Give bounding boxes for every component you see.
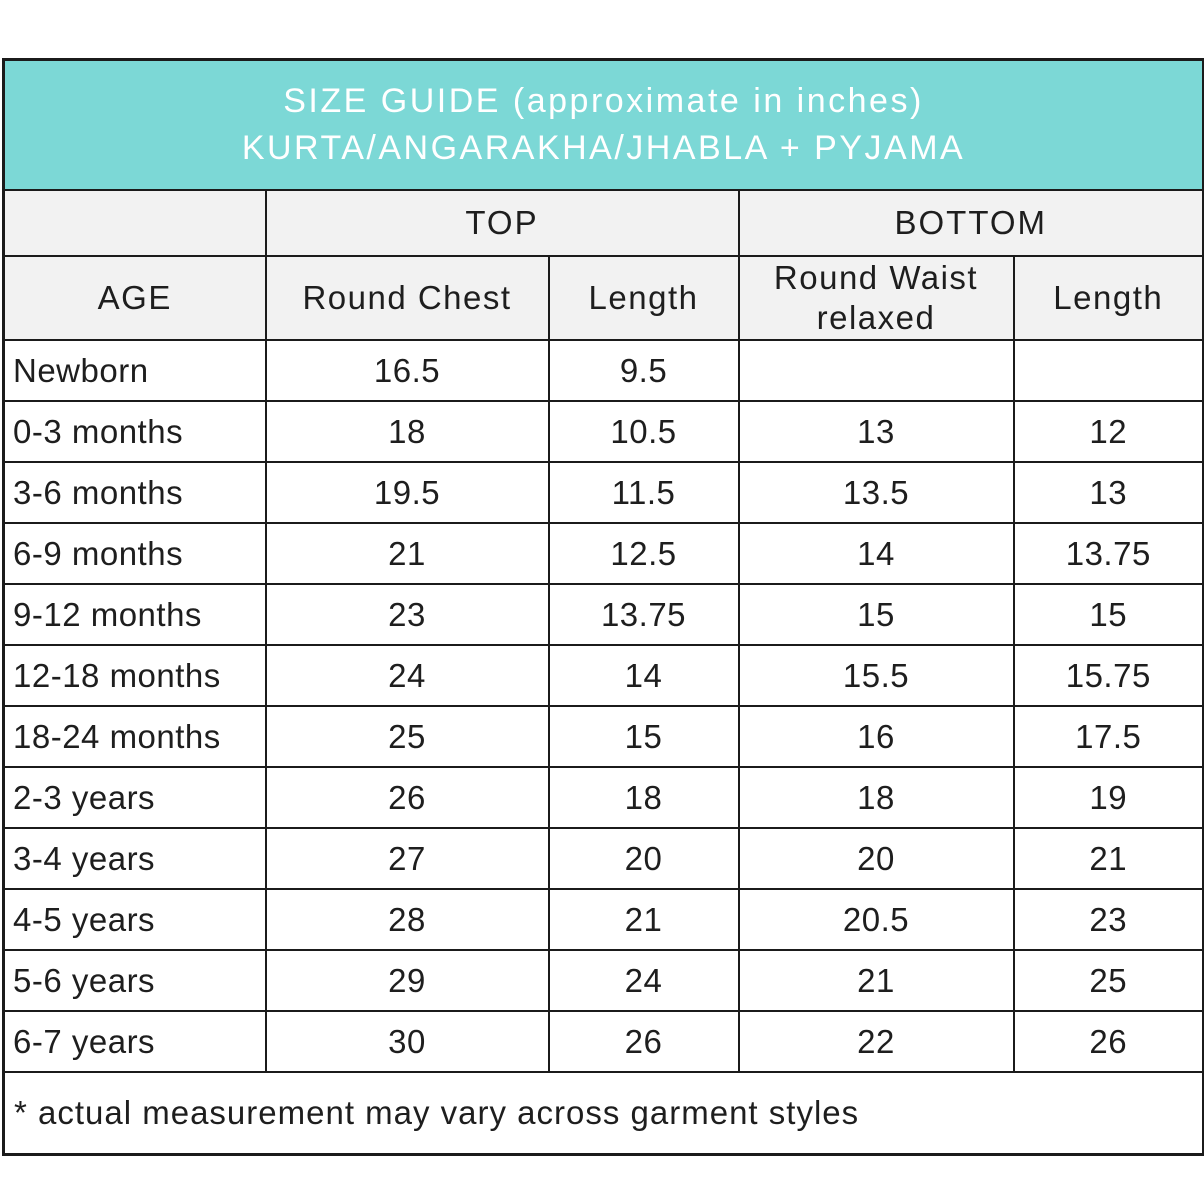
value-cell: 21 xyxy=(547,888,740,951)
age-cell: 9-12 months xyxy=(2,583,267,646)
value-cell: 12 xyxy=(1012,400,1204,463)
value-cell: 13.75 xyxy=(1012,522,1204,585)
value-cell: 15 xyxy=(737,583,1015,646)
value-cell: 16.5 xyxy=(264,339,550,402)
value-cell: 19 xyxy=(1012,766,1204,829)
value-cell: 20 xyxy=(547,827,740,890)
value-cell: 24 xyxy=(264,644,550,707)
age-cell: Newborn xyxy=(2,339,267,402)
value-cell: 23 xyxy=(264,583,550,646)
value-cell: 23 xyxy=(1012,888,1204,951)
size-table-body: Newborn 16.5 9.5 0-3 months 18 10.5 13 12 3-6 mo… xyxy=(2,339,1204,1073)
value-cell: 25 xyxy=(1012,949,1204,1012)
title-line-1: SIZE GUIDE (approximate in inches) xyxy=(283,82,924,120)
value-cell: 19.5 xyxy=(264,461,550,524)
age-cell: 18-24 months xyxy=(2,705,267,768)
table-row: 3-4 years 27 20 20 21 xyxy=(2,827,1204,890)
value-cell: 13 xyxy=(737,400,1015,463)
table-row: 4-5 years 28 21 20.5 23 xyxy=(2,888,1204,951)
value-cell: 26 xyxy=(547,1010,740,1073)
value-cell: 13.5 xyxy=(737,461,1015,524)
group-header-top: TOP xyxy=(264,189,740,257)
age-cell: 2-3 years xyxy=(2,766,267,829)
age-cell: 3-6 months xyxy=(2,461,267,524)
table-row: 6-9 months 21 12.5 14 13.75 xyxy=(2,522,1204,585)
footnote-row: * actual measurement may vary across gar… xyxy=(2,1071,1204,1156)
group-header-bottom: BOTTOM xyxy=(737,189,1204,257)
value-cell: 10.5 xyxy=(547,400,740,463)
value-cell: 21 xyxy=(264,522,550,585)
empty-corner-cell xyxy=(2,189,267,257)
value-cell: 15 xyxy=(1012,583,1204,646)
table-row: 9-12 months 23 13.75 15 15 xyxy=(2,583,1204,646)
column-header-round-waist: Round Waist relaxed xyxy=(737,255,1015,341)
value-cell: 29 xyxy=(264,949,550,1012)
value-cell: 30 xyxy=(264,1010,550,1073)
value-cell: 22 xyxy=(737,1010,1015,1073)
table-row: 12-18 months 24 14 15.5 15.75 xyxy=(2,644,1204,707)
value-cell: 14 xyxy=(547,644,740,707)
table-row: 18-24 months 25 15 16 17.5 xyxy=(2,705,1204,768)
value-cell: 26 xyxy=(1012,1010,1204,1073)
value-cell: 15 xyxy=(547,705,740,768)
column-header-round-chest: Round Chest xyxy=(264,255,550,341)
value-cell: 18 xyxy=(737,766,1015,829)
value-cell: 15.75 xyxy=(1012,644,1204,707)
value-cell: 9.5 xyxy=(547,339,740,402)
column-header-bottom-length: Length xyxy=(1012,255,1204,341)
value-cell: 28 xyxy=(264,888,550,951)
size-guide-title-banner: SIZE GUIDE (approximate in inches) KURTA… xyxy=(2,58,1204,191)
age-cell: 3-4 years xyxy=(2,827,267,890)
age-cell: 6-9 months xyxy=(2,522,267,585)
value-cell: 24 xyxy=(547,949,740,1012)
table-row: 0-3 months 18 10.5 13 12 xyxy=(2,400,1204,463)
value-cell xyxy=(737,339,1015,402)
group-header-row: TOP BOTTOM xyxy=(2,189,1204,257)
column-header-top-length: Length xyxy=(547,255,740,341)
value-cell: 13 xyxy=(1012,461,1204,524)
value-cell: 27 xyxy=(264,827,550,890)
value-cell: 26 xyxy=(264,766,550,829)
age-cell: 4-5 years xyxy=(2,888,267,951)
value-cell: 21 xyxy=(1012,827,1204,890)
value-cell: 18 xyxy=(547,766,740,829)
age-cell: 0-3 months xyxy=(2,400,267,463)
size-guide-table: SIZE GUIDE (approximate in inches) KURTA… xyxy=(2,58,1204,1156)
value-cell xyxy=(1012,339,1204,402)
value-cell: 21 xyxy=(737,949,1015,1012)
value-cell: 17.5 xyxy=(1012,705,1204,768)
table-row: 2-3 years 26 18 18 19 xyxy=(2,766,1204,829)
value-cell: 16 xyxy=(737,705,1015,768)
title-row: SIZE GUIDE (approximate in inches) KURTA… xyxy=(2,58,1204,191)
value-cell: 11.5 xyxy=(547,461,740,524)
table-row: Newborn 16.5 9.5 xyxy=(2,339,1204,402)
title-line-2: KURTA/ANGARAKHA/JHABLA + PYJAMA xyxy=(241,129,966,167)
table-row: 6-7 years 30 26 22 26 xyxy=(2,1010,1204,1073)
value-cell: 13.75 xyxy=(547,583,740,646)
table-row: 3-6 months 19.5 11.5 13.5 13 xyxy=(2,461,1204,524)
column-header-age: AGE xyxy=(2,255,267,341)
value-cell: 18 xyxy=(264,400,550,463)
age-cell: 12-18 months xyxy=(2,644,267,707)
column-header-row: AGE Round Chest Length Round Waist relax… xyxy=(2,255,1204,341)
value-cell: 20.5 xyxy=(737,888,1015,951)
value-cell: 15.5 xyxy=(737,644,1015,707)
age-cell: 6-7 years xyxy=(2,1010,267,1073)
footnote-text: * actual measurement may vary across gar… xyxy=(2,1071,1204,1156)
value-cell: 12.5 xyxy=(547,522,740,585)
age-cell: 5-6 years xyxy=(2,949,267,1012)
value-cell: 25 xyxy=(264,705,550,768)
value-cell: 20 xyxy=(737,827,1015,890)
value-cell: 14 xyxy=(737,522,1015,585)
table-row: 5-6 years 29 24 21 25 xyxy=(2,949,1204,1012)
